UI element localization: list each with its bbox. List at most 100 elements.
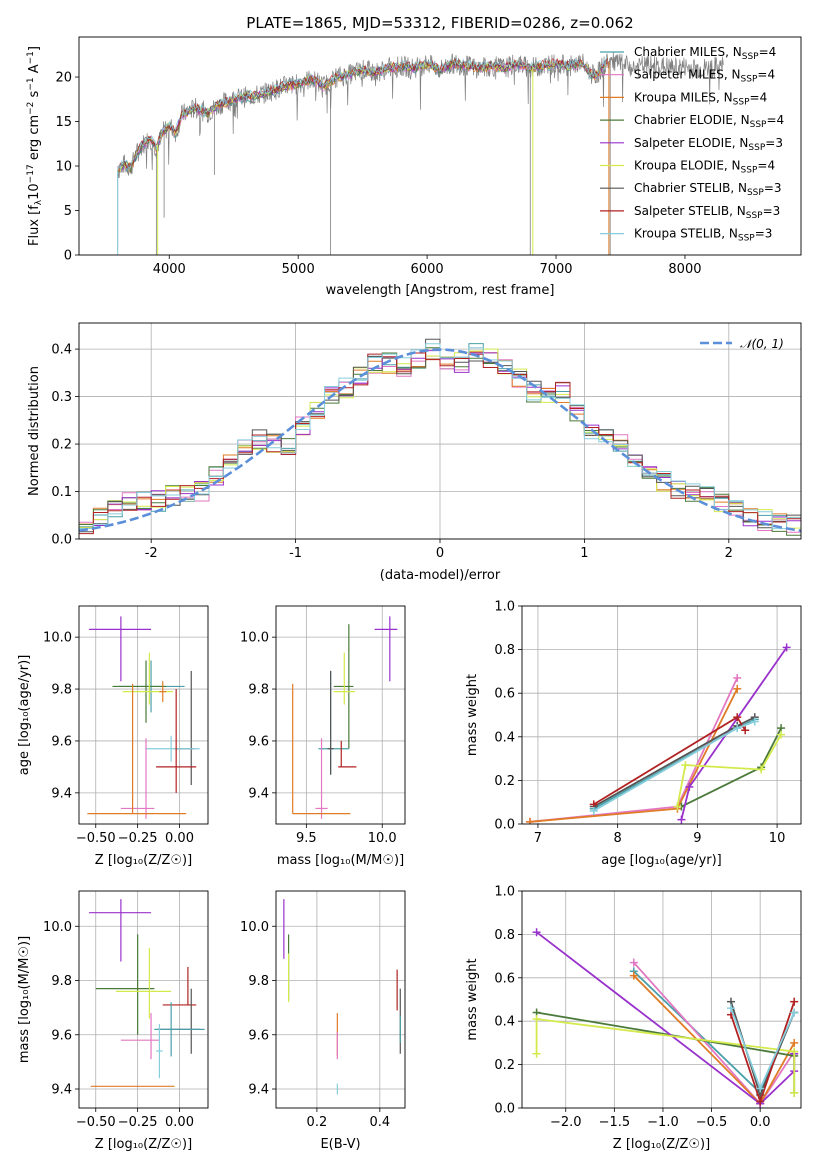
x-tick-label: −0.50: [76, 1115, 116, 1130]
y-tick-label: 0.2: [494, 1058, 515, 1073]
y-tick-label: 9.8: [248, 974, 269, 989]
legend-label-6: Chabrier STELIB, NSSP=3: [634, 181, 782, 198]
legend-label-text: Chabrier ELODIE, N: [634, 113, 750, 127]
y-tick-label: 10.0: [43, 631, 72, 646]
y-axis-label: age [log₁₀(age/yr)]: [17, 655, 32, 776]
y-axis-label: Normed distribution: [27, 366, 42, 496]
legend-label-post: =3: [764, 181, 782, 195]
axes-frame-weight-vs-age: [521, 605, 802, 825]
y-tick-label: 20: [55, 71, 72, 86]
x-tick-label: −0.5: [696, 1115, 728, 1130]
axes-frame-age-vs-Z: [78, 605, 209, 825]
x-tick-label: 5000: [282, 262, 315, 277]
x-tick-label: -1: [289, 546, 302, 561]
x-tick-label: 0.00: [165, 831, 194, 846]
y-tick-label: 9.8: [51, 683, 72, 698]
y-axis-label-part: −17: [26, 164, 36, 183]
y-axis-label: mass weight: [465, 674, 480, 756]
y-tick-label: 0.0: [51, 533, 72, 548]
axes-frame-mass-vs-ebv: [275, 890, 406, 1109]
x-tick-label: −0.50: [76, 831, 116, 846]
legend-label-sub: SSP: [733, 97, 750, 107]
x-axis-label: Z [log₁₀(Z/Z☉)]: [95, 853, 192, 868]
y-axis-label-part: s: [27, 90, 42, 101]
x-axis-label: Z [log₁₀(Z/Z☉)]: [95, 1137, 192, 1152]
panel-residuals: -2 -1 0 1 2 0.0 0.1 0.2 0.3 0.4: [51, 322, 802, 561]
y-tick-label: 0.2: [494, 774, 515, 789]
y-axis-label: Flux [fλ10−17 erg cm−2 s−1 A−1]: [26, 46, 44, 246]
legend-label-sub: SSP: [746, 211, 763, 221]
y-tick-label: 0.4: [51, 343, 72, 358]
plot-area-residuals: [79, 323, 801, 539]
x-tick-label: −1.0: [647, 1115, 679, 1130]
panel-spectrum: 4000 5000 6000 7000 8000 0 5 10 15 20: [55, 36, 802, 277]
legend-label-post: =4: [766, 113, 784, 127]
legend-label-7: Salpeter STELIB, NSSP=3: [634, 204, 780, 221]
axes-frame-age-vs-mass: [275, 605, 406, 825]
x-tick-label: 7: [534, 831, 542, 846]
x-tick-label: −0.25: [118, 1115, 158, 1130]
legend-label-3: Chabrier ELODIE, NSSP=4: [634, 113, 784, 130]
legend-label-post: =4: [759, 45, 777, 59]
y-tick-label: 0.0: [494, 818, 515, 833]
observed-spectrum: [117, 51, 724, 179]
y-tick-label: 15: [55, 115, 72, 130]
panel-mass-vs-ebv: 0.2 0.4 9.4 9.6 9.8 10.0: [240, 890, 406, 1130]
y-axis-label-part: −2: [26, 102, 36, 115]
legend-label-text: Salpeter STELIB, N: [634, 204, 746, 218]
legend-label-post: =4: [757, 159, 775, 173]
legend-label-text: Salpeter MILES, N: [634, 68, 741, 82]
plot-area-weight-vs-age: [522, 606, 801, 824]
panel-age-vs-Z: −0.50 −0.25 0.00 9.4 9.6 9.8 10.0: [43, 605, 209, 846]
y-tick-label: 0.8: [494, 928, 515, 943]
x-tick-label: 9.5: [296, 831, 317, 846]
y-tick-label: 9.6: [51, 734, 72, 749]
x-tick-label: 10.0: [368, 831, 397, 846]
legend-label-text: Chabrier STELIB, N: [634, 181, 747, 195]
y-axis-label-part: A: [27, 64, 42, 77]
x-axis-label: wavelength [Angstrom, rest frame]: [326, 283, 555, 298]
legend-label-sub: SSP: [741, 166, 758, 176]
legend-label-2: Kroupa MILES, NSSP=4: [634, 90, 767, 107]
x-axis-label: (data-model)/error: [380, 568, 501, 583]
y-tick-label: 0.6: [494, 971, 515, 986]
legend-label-sub: SSP: [748, 143, 765, 153]
y-tick-label: 9.6: [248, 734, 269, 749]
x-tick-label: 2: [725, 546, 733, 561]
axes-frame-weight-vs-Z: [521, 890, 802, 1109]
x-tick-label: −2.0: [550, 1115, 582, 1130]
x-tick-label: 10: [769, 831, 786, 846]
plot-area-spectrum: [117, 51, 724, 255]
x-axis-label: Z [log₁₀(Z/Z☉)]: [613, 1137, 710, 1152]
weight-line-7: [593, 715, 746, 806]
plot-area-age-vs-Z: [79, 606, 208, 824]
y-tick-label: 9.4: [248, 1083, 269, 1098]
panel-mass-vs-Z: −0.50 −0.25 0.00 9.4 9.6 9.8 10.0: [43, 890, 209, 1130]
y-tick-label: 9.6: [51, 1028, 72, 1043]
y-axis-label: mass weight: [465, 958, 480, 1040]
y-tick-label: 0.8: [494, 643, 515, 658]
x-tick-label: 6000: [411, 262, 444, 277]
legend-label-sub: SSP: [738, 234, 755, 244]
gaussian-curve: [79, 348, 801, 532]
y-tick-label: 0.1: [51, 485, 72, 500]
x-tick-label: 0: [436, 546, 444, 561]
y-tick-label: 0.2: [51, 438, 72, 453]
y-tick-label: 10: [55, 160, 72, 175]
panel-age-vs-mass: 9.5 10.0 9.4 9.6 9.8 10.0: [240, 605, 406, 846]
y-tick-label: 0.0: [494, 1102, 515, 1117]
legend-label-1: Salpeter MILES, NSSP=4: [634, 68, 775, 85]
x-tick-label: 4000: [153, 262, 186, 277]
panel-weight-vs-age: 7 8 9 10 0.0 0.2 0.4 0.6 0.8 1.0: [494, 600, 802, 846]
legend-label-0: Chabrier MILES, NSSP=4: [634, 45, 776, 62]
x-axis-label: mass [log₁₀(M/M☉)]: [277, 853, 404, 868]
x-tick-label: 0.2: [307, 1115, 328, 1130]
x-tick-label: 0.0: [750, 1115, 771, 1130]
x-tick-label: 8: [614, 831, 622, 846]
y-axis-label-part: 10: [27, 183, 42, 200]
y-axis-label-part: −1: [26, 51, 36, 64]
legend-label-sub: SSP: [750, 120, 767, 130]
weight-line-5: [676, 734, 782, 807]
